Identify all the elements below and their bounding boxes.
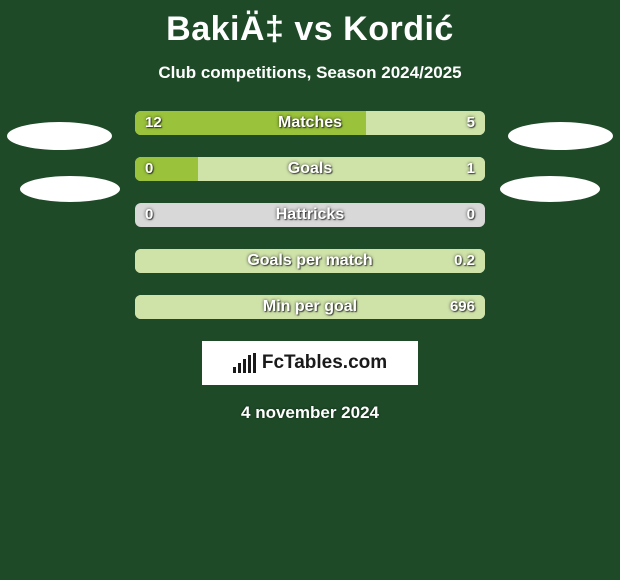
stat-label: Goals per match — [135, 249, 485, 273]
club-logo-right-2 — [500, 176, 600, 202]
stat-row: 125Matches — [135, 111, 485, 135]
stat-label: Goals — [135, 157, 485, 181]
stat-label: Matches — [135, 111, 485, 135]
footer-date: 4 november 2024 — [0, 403, 620, 423]
stat-label: Min per goal — [135, 295, 485, 319]
stat-row: 00Hattricks — [135, 203, 485, 227]
bars-icon — [233, 353, 256, 373]
subtitle: Club competitions, Season 2024/2025 — [0, 63, 620, 83]
brand-badge: FcTables.com — [202, 341, 418, 385]
club-logo-left-1 — [7, 122, 112, 150]
stat-row: 01Goals — [135, 157, 485, 181]
brand-text: FcTables.com — [262, 352, 387, 374]
page-title: BakiÄ‡ vs Kordić — [0, 0, 620, 49]
comparison-card: BakiÄ‡ vs Kordić Club competitions, Seas… — [0, 0, 620, 580]
stats-rows: 125Matches 01Goals 00Hattricks 0.2Goals per… — [135, 111, 485, 319]
club-logo-right-1 — [508, 122, 613, 150]
stat-row: 696Min per goal — [135, 295, 485, 319]
stat-label: Hattricks — [135, 203, 485, 227]
stat-row: 0.2Goals per match — [135, 249, 485, 273]
club-logo-left-2 — [20, 176, 120, 202]
